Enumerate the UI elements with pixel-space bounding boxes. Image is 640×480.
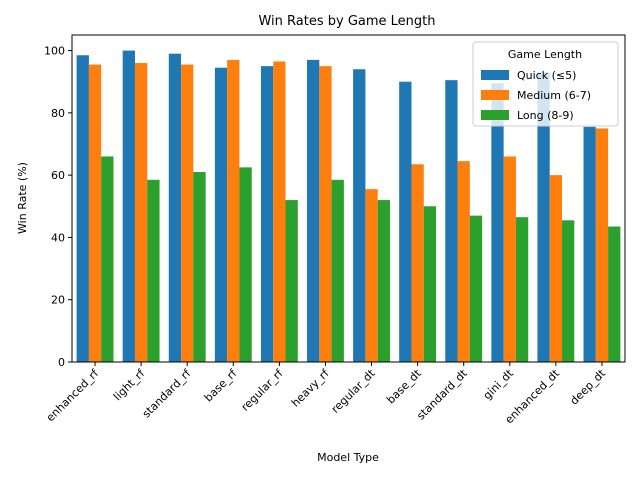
x-tick-label: regular_dt [329,366,378,415]
x-axis-label: Model Type [317,451,379,464]
bar-regular_dt-series-1 [365,189,378,362]
bar-enhanced_dt-series-1 [549,175,563,362]
bar-standard_dt-series-2 [469,215,483,362]
x-tick-label: deep_dt [568,366,609,407]
y-axis: 0 20 40 60 80 100 [44,45,72,369]
legend-swatch-series-0 [481,70,509,80]
bar-base_rf-series-1 [227,59,240,362]
bar-deep_dt-series-0 [583,126,596,363]
bars-group [76,50,621,363]
bar-base_rf-series-2 [239,167,252,362]
y-tick-label: 100 [44,45,65,58]
chart-title: Win Rates by Game Length [258,14,435,29]
bar-enhanced_rf-series-1 [88,64,102,362]
x-tick-label: light_rf [111,366,148,403]
y-tick-label: 40 [51,231,65,244]
legend-label-series-0: Quick (≤5) [517,69,576,82]
bar-light_rf-series-1 [134,63,148,362]
x-tick-label: regular_rf [239,366,287,414]
bar-standard_dt-series-0 [445,80,458,362]
bar-gini_dt-series-2 [515,217,529,362]
x-tick-label: standard_rf [140,366,194,420]
bar-base_rf-series-0 [214,67,228,362]
legend-label-series-2: Long (8-9) [517,109,574,122]
y-tick-label: 80 [51,107,65,120]
bar-deep_dt-series-2 [608,226,621,362]
legend-label-series-1: Medium (6-7) [517,89,591,102]
legend-swatch-series-2 [481,110,509,120]
x-tick-label: base_dt [384,366,424,406]
y-tick-label: 20 [51,294,65,307]
bar-gini_dt-series-1 [503,156,516,362]
x-tick-label: base_rf [202,366,240,404]
bar-light_rf-series-2 [147,179,160,362]
bar-standard_rf-series-0 [168,53,182,362]
x-tick-label: heavy_rf [289,366,333,410]
bar-regular_rf-series-0 [260,66,274,362]
bar-deep_dt-series-1 [595,128,609,362]
bar-base_dt-series-1 [411,164,424,362]
bar-regular_rf-series-2 [285,200,298,362]
bar-enhanced_rf-series-0 [76,55,89,363]
legend: Game Length Quick (≤5) Medium (6-7) Long (… [472,41,619,127]
plot-frame [71,34,626,363]
bar-standard_dt-series-1 [457,161,470,362]
y-axis-label: Win Rate (%) [16,162,29,234]
legend-box [472,41,619,127]
bar-enhanced_dt-series-2 [562,220,575,362]
x-tick-label: standard_dt [414,366,470,422]
legend-swatch-series-1 [481,90,509,100]
bar-standard_rf-series-1 [181,64,194,362]
x-tick-label: gini_dt [481,366,517,402]
bar-gini_dt-series-0 [491,83,504,363]
y-tick-label: 60 [51,169,65,182]
bar-regular_dt-series-0 [353,69,366,362]
bar-heavy_rf-series-1 [319,66,332,362]
bar-light_rf-series-0 [122,50,135,362]
bar-base_dt-series-2 [423,206,437,362]
y-tick-label: 0 [58,356,65,369]
bar-regular_dt-series-2 [377,200,390,362]
bar-enhanced_rf-series-2 [101,156,114,362]
bar-regular_rf-series-1 [273,61,286,362]
bar-standard_rf-series-2 [193,172,206,362]
bar-enhanced_dt-series-0 [537,72,550,363]
x-tick-label: enhanced_rf [44,366,102,424]
legend-title: Game Length [508,48,582,61]
bar-heavy_rf-series-0 [307,59,320,362]
bar-base_dt-series-0 [399,81,412,363]
bar-heavy_rf-series-2 [331,179,344,362]
